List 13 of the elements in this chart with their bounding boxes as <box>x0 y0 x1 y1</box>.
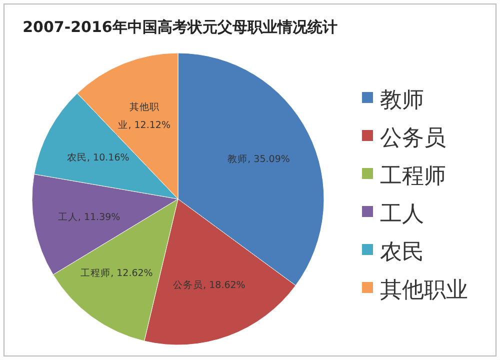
legend-label: 工人 <box>380 202 424 227</box>
legend-label: 工程师 <box>380 164 446 189</box>
data-label: 其他职业, 12.12% <box>118 100 170 131</box>
chart-title: 2007-2016年中国高考状元父母职业情况统计 <box>22 18 338 36</box>
data-label: 教师, 35.09% <box>228 154 290 166</box>
data-label: 公务员, 18.62% <box>173 278 246 291</box>
data-label: 工程师, 12.62% <box>80 268 153 280</box>
legend-label: 公务员 <box>380 126 446 151</box>
data-label: 工人, 11.39% <box>58 212 120 223</box>
legend-label: 农民 <box>380 240 424 265</box>
data-label: 农民, 10.16% <box>67 152 130 164</box>
legend-label: 教师 <box>380 88 424 113</box>
legend-label: 其他职业 <box>380 278 468 303</box>
